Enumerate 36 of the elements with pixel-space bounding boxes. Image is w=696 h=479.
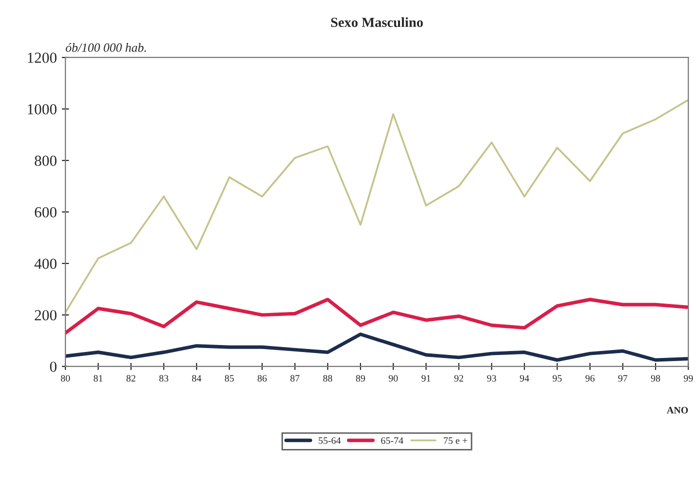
y-tick-label: 0 xyxy=(50,362,57,372)
line-series xyxy=(65,99,688,314)
x-tick-label: 88 xyxy=(323,375,332,382)
y-tick-label: 1000 xyxy=(28,104,57,114)
x-tick-label: 86 xyxy=(258,375,267,382)
chart-title: Sexo Masculino xyxy=(331,17,423,28)
x-tick-label: 89 xyxy=(356,375,365,382)
x-tick-label: 97 xyxy=(618,375,628,382)
y-tick-label: 600 xyxy=(34,207,57,218)
x-tick-label: 81 xyxy=(94,375,102,382)
y-tick-label: 800 xyxy=(34,156,57,166)
y-axis-title: ób/100 000 hab. xyxy=(66,43,146,52)
x-tick-label: 99 xyxy=(684,375,693,382)
x-tick-label: 84 xyxy=(192,375,202,382)
legend-label: 55-64 xyxy=(318,437,341,444)
x-tick-label: 87 xyxy=(290,375,300,382)
x-axis-title: ANO xyxy=(666,406,688,414)
legend-label: 75 e + xyxy=(444,437,468,444)
x-tick-label: 80 xyxy=(60,375,70,382)
x-tick-label: 92 xyxy=(454,375,464,382)
x-tick-label: 98 xyxy=(651,375,660,382)
x-tick-label: 82 xyxy=(126,375,136,382)
line-series xyxy=(65,298,688,335)
x-tick-label: 91 xyxy=(422,375,430,382)
y-tick-label: 1200 xyxy=(28,52,57,63)
x-tick-label: 93 xyxy=(487,375,496,382)
line-series xyxy=(65,332,688,362)
x-tick-label: 96 xyxy=(585,375,595,382)
x-tick-label: 83 xyxy=(159,375,168,382)
y-tick-label: 200 xyxy=(34,310,57,320)
x-tick-label: 90 xyxy=(388,375,398,382)
x-tick-label: 95 xyxy=(552,375,562,382)
legend-label: 65-74 xyxy=(381,437,404,444)
y-tick-label: 400 xyxy=(34,258,57,269)
x-tick-label: 85 xyxy=(224,375,234,382)
x-tick-label: 94 xyxy=(520,375,530,382)
